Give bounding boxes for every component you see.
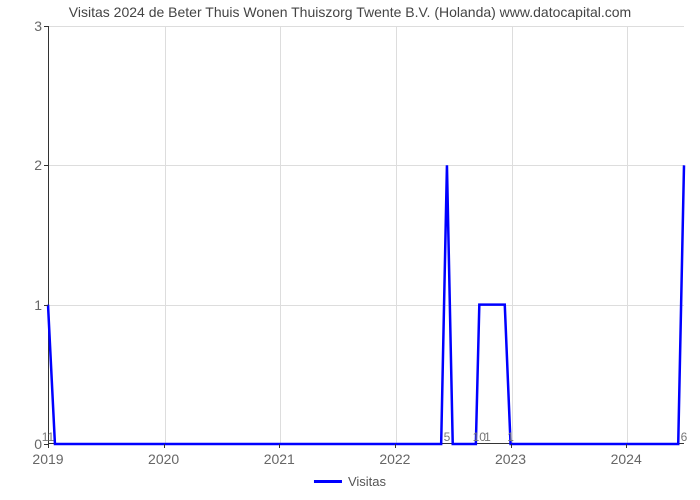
legend-label: Visitas [348,474,386,489]
x-tick-label: 2021 [264,451,295,467]
x-secondary-label: 1 [484,430,491,444]
line-series-svg [48,26,684,444]
x-tick-label: 2019 [32,451,63,467]
chart-title: Visitas 2024 de Beter Thuis Wonen Thuisz… [0,4,700,20]
y-tick-label: 3 [34,18,42,34]
series-line [48,165,684,444]
x-secondary-label: 11 [42,430,54,444]
x-tick-label: 2024 [611,451,642,467]
x-tick-label: 2020 [148,451,179,467]
x-tick-mark [395,444,396,448]
x-secondary-label: 5 [444,430,451,444]
x-tick-label: 2022 [379,451,410,467]
x-secondary-label: 1 [507,430,514,444]
x-tick-label: 2023 [495,451,526,467]
legend-swatch [314,480,342,483]
y-tick-label: 1 [34,297,42,313]
x-tick-mark [511,444,512,448]
legend: Visitas [314,474,386,489]
x-secondary-label: 6 [681,430,688,444]
y-tick-mark [44,165,48,166]
x-tick-mark [626,444,627,448]
chart-container: Visitas 2024 de Beter Thuis Wonen Thuisz… [0,0,700,500]
y-tick-mark [44,305,48,306]
x-tick-mark [279,444,280,448]
y-tick-mark [44,26,48,27]
x-tick-mark [164,444,165,448]
y-tick-label: 2 [34,157,42,173]
x-tick-mark [48,444,49,448]
